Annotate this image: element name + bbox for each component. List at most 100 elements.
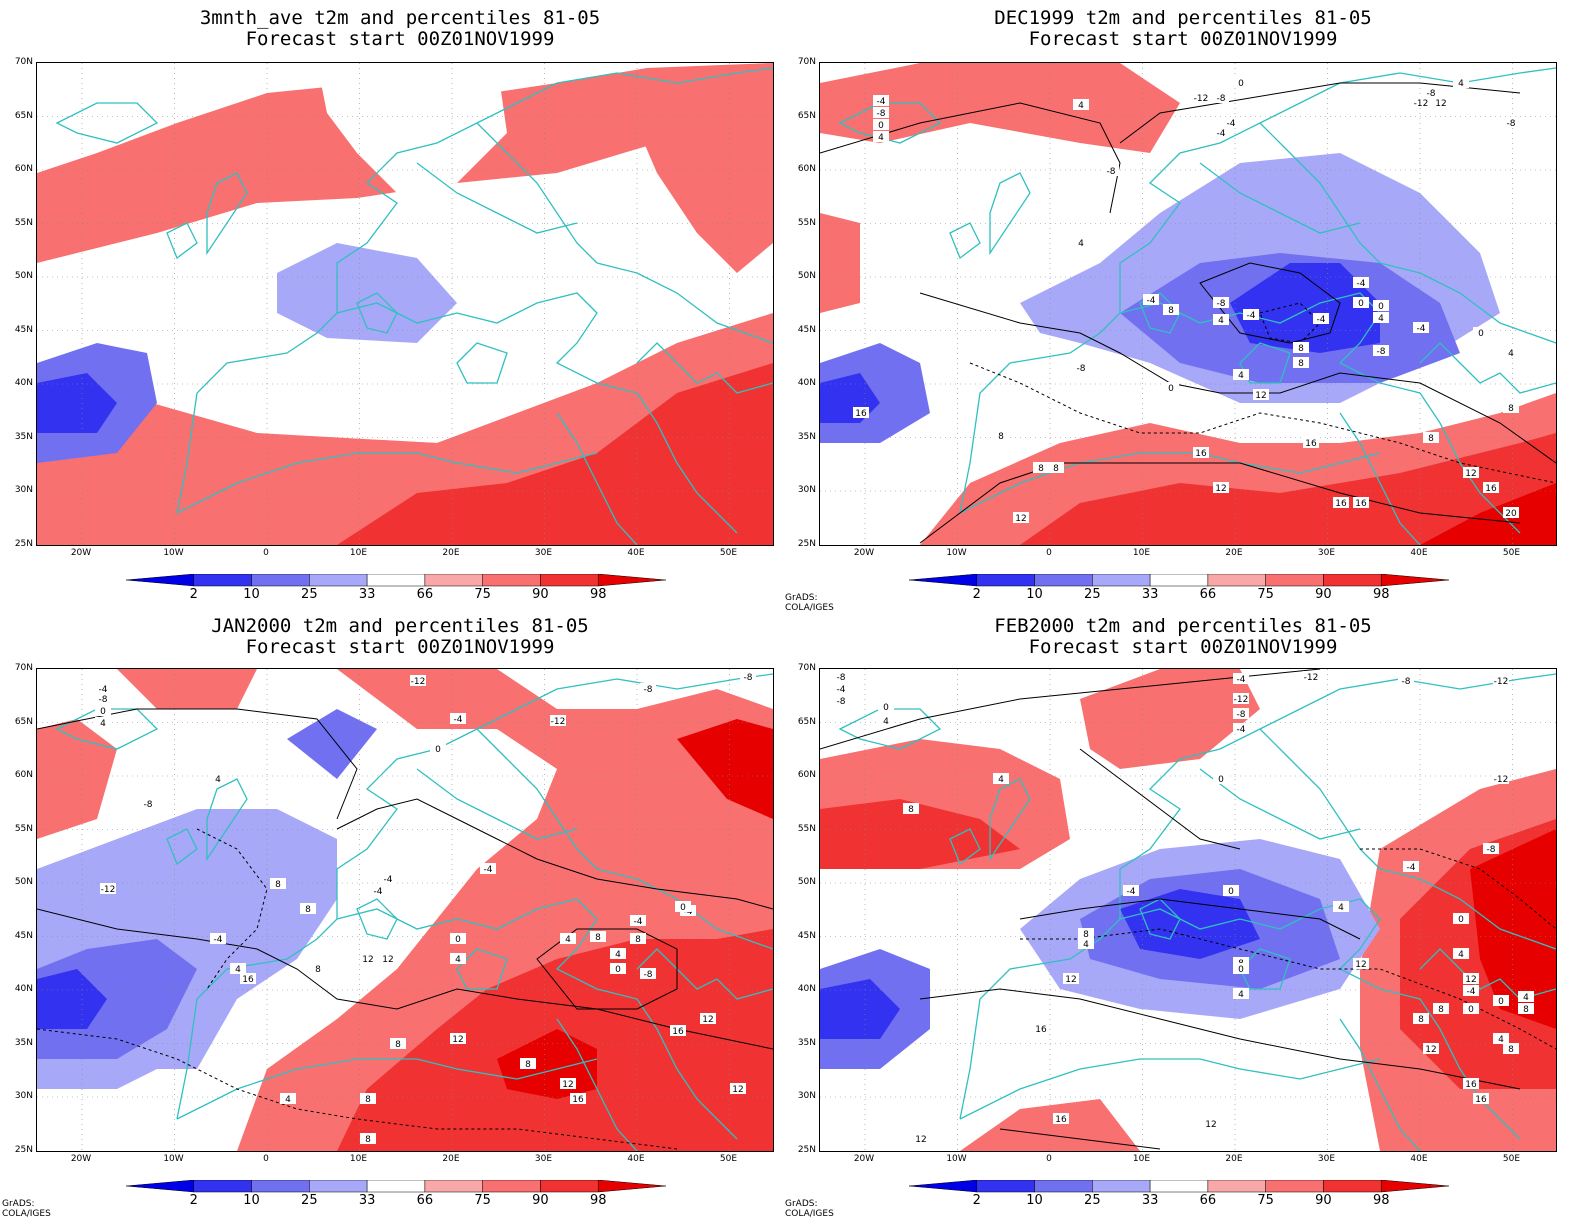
svg-text:4: 4 bbox=[1078, 101, 1084, 111]
contour-label: 0 bbox=[1223, 885, 1239, 897]
contour-label: 8 bbox=[1033, 462, 1049, 474]
lat-label: 45N bbox=[797, 930, 816, 941]
svg-text:-8: -8 bbox=[744, 673, 753, 683]
svg-text:4: 4 bbox=[1523, 993, 1529, 1003]
panel-title: JAN2000 t2m and percentiles 81-05 Foreca… bbox=[40, 616, 760, 658]
colorbar-label: 2 bbox=[189, 587, 198, 602]
contour-label: 0 bbox=[675, 901, 691, 913]
contour-label: -8 bbox=[1373, 345, 1389, 357]
colorbar-label: 33 bbox=[358, 1193, 376, 1208]
lat-label: 70N bbox=[797, 57, 816, 67]
coastline bbox=[556, 1018, 638, 1151]
anomaly-shading bbox=[820, 979, 900, 1039]
svg-text:0: 0 bbox=[1168, 384, 1174, 394]
coastline bbox=[596, 262, 773, 344]
svg-text:0: 0 bbox=[1238, 79, 1244, 89]
lat-label: 45N bbox=[14, 324, 33, 335]
coastline bbox=[1259, 122, 1381, 264]
svg-text:-4: -4 bbox=[1317, 315, 1326, 325]
svg-text:-12: -12 bbox=[1494, 775, 1509, 785]
contour-label: 16 bbox=[853, 407, 869, 419]
contour-label: 4 bbox=[1233, 369, 1249, 381]
svg-text:4: 4 bbox=[235, 965, 241, 975]
svg-text:0: 0 bbox=[615, 965, 621, 975]
svg-text:-4: -4 bbox=[1147, 296, 1156, 306]
contour-label: -4 bbox=[1313, 313, 1329, 325]
colorbar-swatch bbox=[126, 1180, 195, 1193]
colorbar-label: 2 bbox=[189, 1193, 198, 1208]
contour-label: 4 bbox=[210, 773, 226, 785]
lat-label: 30N bbox=[797, 1091, 816, 1101]
svg-text:-8: -8 bbox=[1507, 119, 1516, 129]
temperature-contour bbox=[969, 362, 1556, 484]
svg-text:0: 0 bbox=[1238, 965, 1244, 975]
lon-label: 50E bbox=[719, 548, 738, 558]
svg-text:12: 12 bbox=[1015, 514, 1026, 524]
svg-text:-4: -4 bbox=[1237, 675, 1246, 685]
coastline bbox=[176, 452, 598, 514]
svg-text:0: 0 bbox=[878, 121, 884, 131]
contour-label: 12 bbox=[1423, 1043, 1439, 1055]
svg-text:0: 0 bbox=[1458, 915, 1464, 925]
svg-text:-4: -4 bbox=[837, 685, 846, 695]
contour-label: -12 bbox=[1233, 693, 1249, 705]
coastline bbox=[1379, 868, 1556, 950]
contour-label: -12 bbox=[1303, 671, 1319, 683]
colorbar-swatch bbox=[1092, 574, 1151, 587]
svg-text:16: 16 bbox=[572, 1095, 584, 1105]
svg-text:-8: -8 bbox=[1377, 347, 1386, 357]
svg-text:-8: -8 bbox=[1107, 167, 1116, 177]
coastline bbox=[989, 172, 1031, 256]
colorbar-label: 33 bbox=[1141, 587, 1159, 602]
svg-text:-4: -4 bbox=[877, 97, 886, 107]
contour-label: -8 bbox=[1073, 362, 1089, 374]
coastline bbox=[1119, 67, 1556, 313]
coastline bbox=[1339, 1018, 1421, 1151]
contour-label: -4 bbox=[1143, 294, 1159, 306]
contour-label: 0 bbox=[1373, 300, 1389, 312]
lon-label: 40E bbox=[1410, 1154, 1428, 1164]
svg-text:4: 4 bbox=[1498, 1035, 1504, 1045]
contour-label: -8 bbox=[1233, 708, 1249, 720]
anomaly-shading bbox=[117, 669, 257, 709]
colorbar-label: 25 bbox=[301, 587, 318, 602]
colorbar-swatch bbox=[309, 1180, 368, 1193]
svg-text:12: 12 bbox=[1205, 1120, 1216, 1130]
contour-label: -8 bbox=[1213, 92, 1229, 104]
contour-label: 12 bbox=[1013, 512, 1029, 524]
coastline bbox=[356, 292, 398, 334]
lat-label: 55N bbox=[797, 823, 816, 834]
lat-label: 35N bbox=[797, 431, 816, 442]
contour-label: 4 bbox=[1213, 314, 1229, 326]
coastline bbox=[336, 673, 773, 919]
svg-text:4: 4 bbox=[100, 719, 106, 729]
svg-text:8: 8 bbox=[1298, 344, 1304, 354]
colorbar-label: 75 bbox=[1257, 587, 1274, 602]
contour-label: 8 bbox=[1423, 432, 1439, 444]
colorbar-swatch bbox=[1323, 1180, 1382, 1193]
lat-label: 70N bbox=[14, 57, 33, 67]
svg-text:-12: -12 bbox=[1494, 677, 1509, 687]
lat-label: 70N bbox=[14, 663, 33, 673]
svg-text:8: 8 bbox=[305, 905, 311, 915]
temperature-contour bbox=[1079, 748, 1241, 850]
svg-text:-4: -4 bbox=[1357, 279, 1366, 289]
anomaly-shading bbox=[277, 243, 457, 343]
contour-label: 4 bbox=[1373, 312, 1389, 324]
contour-label: 8 bbox=[590, 931, 606, 943]
colorbar-swatch bbox=[597, 574, 666, 587]
lat-label: 60N bbox=[797, 164, 816, 174]
lat-label: 25N bbox=[797, 538, 816, 549]
coastline bbox=[206, 778, 248, 862]
contour-label: 8 bbox=[1413, 1013, 1429, 1025]
lat-label: 25N bbox=[14, 1144, 33, 1155]
lat-label: 65N bbox=[14, 716, 33, 727]
coastline bbox=[636, 342, 773, 394]
lat-label: 25N bbox=[14, 538, 33, 549]
svg-text:8: 8 bbox=[1298, 359, 1304, 369]
svg-text:-8: -8 bbox=[1217, 299, 1226, 309]
svg-text:-8: -8 bbox=[644, 970, 653, 980]
contour-label: -4 bbox=[1233, 723, 1249, 735]
grads-credit: GrADS: COLA/IGES bbox=[785, 593, 834, 613]
title-line1: JAN2000 t2m and percentiles 81-05 bbox=[211, 615, 589, 637]
